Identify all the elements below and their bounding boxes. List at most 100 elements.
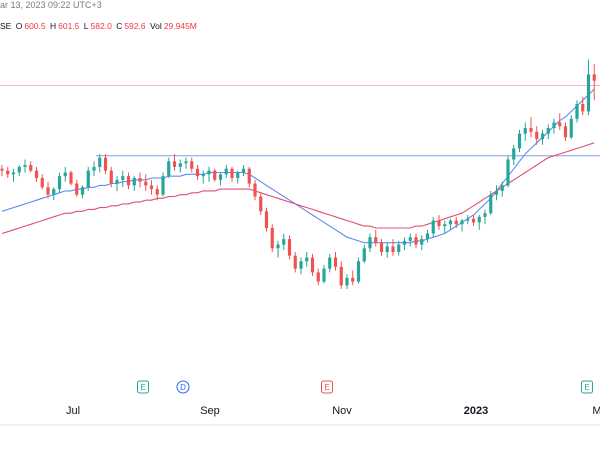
open-label: O — [15, 21, 23, 31]
candle — [23, 159, 27, 173]
svg-text:E: E — [584, 383, 589, 392]
x-axis-labels: Jul Sep Nov 2023 M — [66, 405, 600, 417]
candle — [379, 239, 384, 256]
high-value: 601.5 — [58, 21, 80, 31]
candle — [540, 129, 545, 145]
candle — [592, 64, 596, 101]
svg-text:E: E — [140, 383, 145, 392]
candle — [52, 187, 56, 201]
candle — [178, 159, 182, 173]
candle — [328, 253, 332, 273]
candle — [558, 113, 562, 130]
candle — [167, 157, 171, 178]
candle — [138, 172, 142, 188]
candle — [333, 252, 338, 271]
candle — [581, 96, 585, 116]
candle — [563, 122, 568, 141]
candle — [109, 166, 113, 188]
ma-slow-line — [1, 142, 595, 235]
candle — [397, 240, 401, 256]
candle — [345, 274, 349, 289]
event-marker-dividend[interactable]: D — [176, 380, 190, 394]
candle — [236, 170, 240, 184]
candle — [276, 240, 280, 258]
candle — [0, 165, 4, 177]
event-marker-earnings[interactable]: E — [137, 380, 149, 394]
x-tick-label: M — [592, 405, 600, 417]
candle — [282, 233, 286, 251]
candle — [103, 153, 108, 175]
svg-text:E: E — [324, 383, 329, 392]
candle — [414, 233, 418, 249]
horizontal-levels — [0, 85, 600, 157]
candle — [218, 172, 223, 186]
candle — [529, 116, 533, 138]
candle — [224, 165, 228, 178]
candle — [264, 207, 269, 232]
candle — [149, 179, 154, 195]
candle — [92, 161, 96, 177]
candle — [270, 224, 274, 252]
candle — [356, 257, 361, 284]
moving-averages — [1, 88, 595, 244]
candle — [195, 165, 200, 180]
candle — [494, 185, 499, 201]
candle — [6, 166, 10, 178]
date-stamp: ar 13, 2023 09:22 UTC+3 — [0, 0, 102, 10]
low-label: L — [83, 21, 89, 31]
candle — [293, 252, 297, 273]
candle — [40, 174, 44, 190]
candle — [98, 153, 102, 173]
candle — [489, 190, 493, 215]
candle — [500, 181, 504, 197]
candle — [546, 124, 550, 140]
candle — [190, 157, 194, 173]
candle — [201, 170, 205, 184]
exchange-fragment: SE — [0, 21, 12, 31]
x-tick-label: Sep — [200, 405, 220, 417]
ohlc-readout: SE O 600.5 H 601.5 L 582.0 C 592.6 Vol 29.945… — [0, 21, 199, 31]
candle — [385, 242, 389, 258]
candle — [253, 179, 257, 201]
candle — [155, 185, 159, 201]
candle — [80, 185, 85, 199]
candle — [121, 170, 125, 188]
candle — [512, 144, 516, 166]
candle — [517, 129, 522, 153]
candle — [126, 172, 131, 190]
candle — [57, 172, 62, 193]
svg-text:D: D — [180, 383, 186, 392]
candle — [471, 215, 476, 227]
candle — [425, 229, 430, 243]
candle — [305, 252, 309, 267]
candle — [69, 170, 73, 186]
event-marker-earnings[interactable]: E — [581, 380, 593, 394]
candle — [230, 166, 234, 182]
candle — [437, 215, 441, 230]
event-marker-earnings_red[interactable]: E — [321, 380, 333, 394]
candle — [46, 181, 50, 199]
candle — [213, 168, 217, 182]
candle — [454, 216, 458, 228]
candle — [299, 257, 303, 275]
candle — [316, 268, 320, 286]
candle — [351, 270, 355, 286]
candle — [466, 215, 470, 225]
candle — [11, 168, 16, 182]
low-value: 582.0 — [90, 21, 112, 31]
candle — [477, 215, 481, 230]
candle — [259, 192, 263, 215]
x-tick-label: 2023 — [464, 405, 488, 417]
candle — [86, 166, 90, 191]
candle — [207, 166, 211, 182]
x-tick-label: Nov — [332, 405, 352, 417]
candle — [310, 253, 315, 277]
candle — [448, 218, 453, 230]
candle — [374, 229, 378, 247]
candle — [161, 172, 165, 197]
vol-label: Vol — [149, 21, 162, 31]
open-value: 600.5 — [24, 21, 46, 31]
ma-fast-line — [1, 88, 595, 244]
candle — [339, 261, 343, 289]
